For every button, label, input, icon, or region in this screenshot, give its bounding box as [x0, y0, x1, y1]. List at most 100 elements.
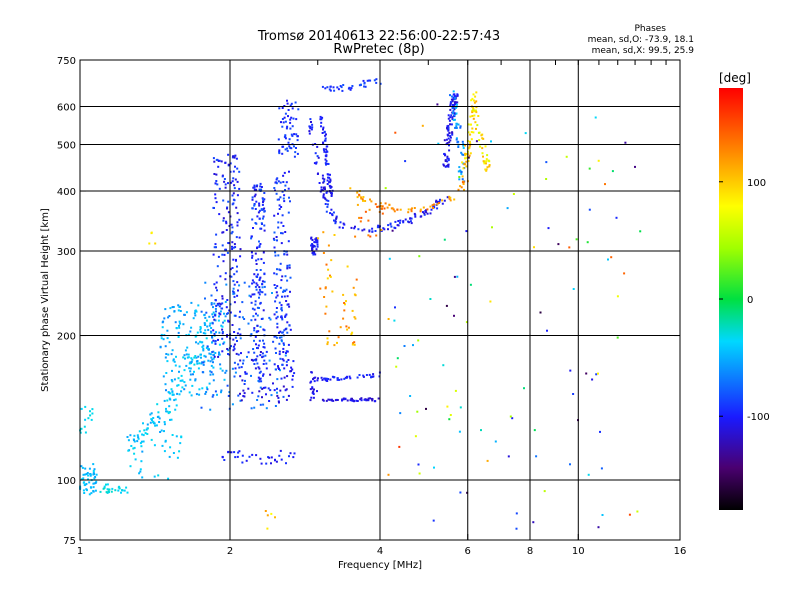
data-point — [469, 133, 472, 136]
data-point — [264, 510, 267, 512]
data-point — [360, 399, 363, 402]
data-point — [200, 353, 202, 356]
data-point — [243, 318, 246, 320]
data-point — [283, 376, 286, 379]
data-point — [209, 360, 212, 363]
data-point — [225, 283, 228, 286]
data-point — [218, 353, 221, 356]
data-point — [442, 364, 445, 367]
data-point — [270, 512, 273, 515]
y-tick-label: 600 — [57, 103, 76, 114]
data-point — [226, 384, 229, 387]
data-point — [218, 315, 220, 318]
data-point — [472, 108, 475, 111]
data-point — [463, 163, 466, 166]
data-point — [243, 392, 246, 395]
data-point — [453, 93, 456, 96]
data-point — [471, 111, 474, 114]
data-point — [449, 116, 452, 119]
data-point — [205, 391, 208, 393]
data-point — [174, 408, 177, 411]
data-point — [186, 346, 189, 349]
data-point — [259, 354, 262, 357]
data-point — [317, 237, 320, 240]
data-point — [280, 339, 283, 342]
data-point — [296, 139, 299, 142]
data-point — [252, 315, 255, 318]
data-point — [366, 398, 369, 401]
data-point — [452, 90, 455, 93]
data-point — [142, 434, 145, 437]
data-point — [286, 350, 289, 353]
data-point — [257, 344, 260, 347]
data-point — [92, 463, 95, 466]
data-point — [240, 399, 243, 402]
data-point — [494, 440, 497, 443]
data-point — [269, 373, 272, 376]
data-point — [283, 116, 286, 119]
data-point — [327, 378, 330, 380]
data-point — [233, 199, 236, 202]
data-point — [213, 355, 216, 358]
data-point — [204, 297, 206, 300]
data-point — [234, 367, 237, 370]
data-point — [198, 388, 201, 391]
data-point — [286, 149, 289, 152]
data-point — [413, 207, 416, 209]
data-point — [446, 157, 449, 160]
data-point — [326, 337, 329, 340]
data-point — [256, 273, 259, 276]
data-point — [315, 161, 318, 164]
data-point — [423, 213, 426, 216]
data-point — [460, 151, 463, 154]
data-point — [290, 102, 293, 105]
data-point — [320, 376, 323, 379]
data-point — [284, 189, 286, 191]
data-point — [278, 152, 281, 155]
data-point — [324, 162, 327, 165]
data-point — [454, 106, 457, 109]
data-point — [274, 251, 277, 254]
data-point — [363, 398, 366, 401]
data-point — [309, 127, 312, 130]
data-point — [236, 194, 239, 197]
data-point — [284, 290, 287, 293]
data-point — [595, 373, 598, 376]
data-point — [215, 310, 217, 313]
data-point — [221, 297, 224, 300]
data-point — [178, 365, 181, 368]
data-point — [212, 357, 215, 360]
data-point — [174, 398, 177, 401]
data-point — [311, 239, 314, 241]
data-point — [244, 372, 247, 375]
data-point — [224, 186, 227, 189]
data-point — [168, 411, 171, 414]
data-point — [275, 273, 278, 276]
data-point — [280, 121, 282, 124]
data-point — [323, 131, 326, 134]
data-point — [203, 313, 206, 316]
data-point — [261, 352, 264, 355]
data-point — [314, 376, 317, 379]
data-point — [451, 133, 454, 136]
data-point — [219, 310, 222, 313]
data-point — [264, 354, 267, 357]
data-point — [326, 343, 329, 346]
data-point — [450, 114, 453, 117]
data-point — [270, 456, 273, 459]
data-point — [216, 289, 218, 292]
data-point — [236, 221, 239, 224]
data-point — [260, 462, 263, 465]
data-point — [287, 141, 290, 144]
data-point — [461, 181, 464, 184]
data-point — [282, 359, 285, 362]
data-point — [460, 186, 463, 189]
data-point — [277, 138, 280, 141]
data-point — [224, 315, 227, 318]
data-point — [165, 410, 168, 413]
data-point — [266, 514, 269, 517]
data-point — [157, 411, 160, 414]
data-point — [84, 467, 87, 470]
data-point — [432, 519, 435, 522]
data-point — [223, 178, 226, 180]
